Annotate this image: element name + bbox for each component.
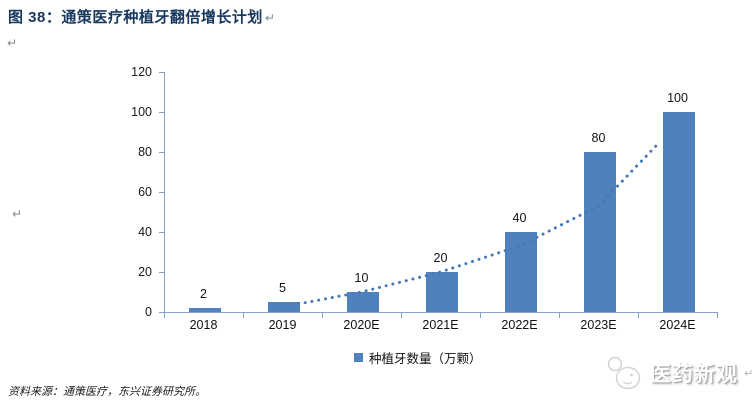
bar-value-label: 20 <box>433 251 448 265</box>
return-mark-icon: ↵ <box>264 11 276 25</box>
y-axis-tick-label: 60 <box>138 185 152 199</box>
bar-value-label: 10 <box>354 271 369 285</box>
x-axis-label: 2019 <box>268 318 297 332</box>
y-axis-tick-label: 80 <box>138 145 152 159</box>
x-axis-tick <box>717 313 718 318</box>
bar-2023E <box>583 152 616 312</box>
y-axis-tick <box>159 72 164 73</box>
y-axis-tick <box>159 112 164 113</box>
chart-plot-area <box>164 72 718 313</box>
watermark-logo: 医药新观 ↵ <box>604 352 753 394</box>
x-axis-label: 2021E <box>422 318 459 332</box>
x-axis-tick <box>164 313 165 318</box>
legend-swatch <box>354 353 363 362</box>
y-axis-tick-label: 0 <box>145 305 152 319</box>
paragraph-mark-icon: ↵ <box>7 36 18 50</box>
watermark-text: 医药新观 <box>650 363 738 386</box>
trendline-dotted <box>296 142 660 306</box>
bar-value-label: 80 <box>591 131 606 145</box>
bar-2020E <box>346 292 379 312</box>
y-axis-tick <box>159 272 164 273</box>
x-axis-label: 2018 <box>189 318 218 332</box>
bar-value-label: 100 <box>667 91 688 105</box>
y-axis-tick <box>159 192 164 193</box>
y-axis-tick <box>159 312 164 313</box>
y-axis-tick-label: 100 <box>131 105 152 119</box>
x-axis-label: 2022E <box>501 318 538 332</box>
bar-value-label: 5 <box>279 281 286 295</box>
y-axis-tick <box>159 232 164 233</box>
figure-title: 图 38：通策医疗种植牙翻倍增长计划 ↵ <box>8 6 275 27</box>
y-axis-tick-label: 120 <box>131 65 152 79</box>
x-axis-tick <box>638 313 639 318</box>
x-axis-label: 2020E <box>343 318 380 332</box>
y-axis-tick-label: 40 <box>138 225 152 239</box>
x-axis-label: 2023E <box>580 318 617 332</box>
bar-2019 <box>267 302 300 312</box>
return-mark-icon: ↵ <box>744 367 754 380</box>
bar-2021E <box>425 272 458 312</box>
x-axis-tick <box>559 313 560 318</box>
y-axis-tick-label: 20 <box>138 265 152 279</box>
x-axis-label: 2024E <box>659 318 696 332</box>
legend-label: 种植牙数量（万颗） <box>369 352 482 366</box>
chart-legend: 种植牙数量（万颗） <box>354 348 482 367</box>
source-note: 资料来源：通策医疗，东兴证券研究所。 <box>8 386 206 398</box>
figure-title-text: 图 38：通策医疗种植牙翻倍增长计划 <box>8 9 263 26</box>
x-axis-tick <box>480 313 481 318</box>
x-axis-tick <box>243 313 244 318</box>
y-axis-tick <box>159 152 164 153</box>
x-axis-tick <box>322 313 323 318</box>
bar-value-label: 2 <box>200 287 207 301</box>
bar-2018 <box>188 308 221 312</box>
x-axis-tick <box>401 313 402 318</box>
bar-2024E <box>662 112 695 312</box>
bar-2022E <box>504 232 537 312</box>
paragraph-mark-icon: ↵ <box>12 207 23 221</box>
bar-value-label: 40 <box>512 211 527 225</box>
watermark-mascot-icon <box>607 356 641 390</box>
